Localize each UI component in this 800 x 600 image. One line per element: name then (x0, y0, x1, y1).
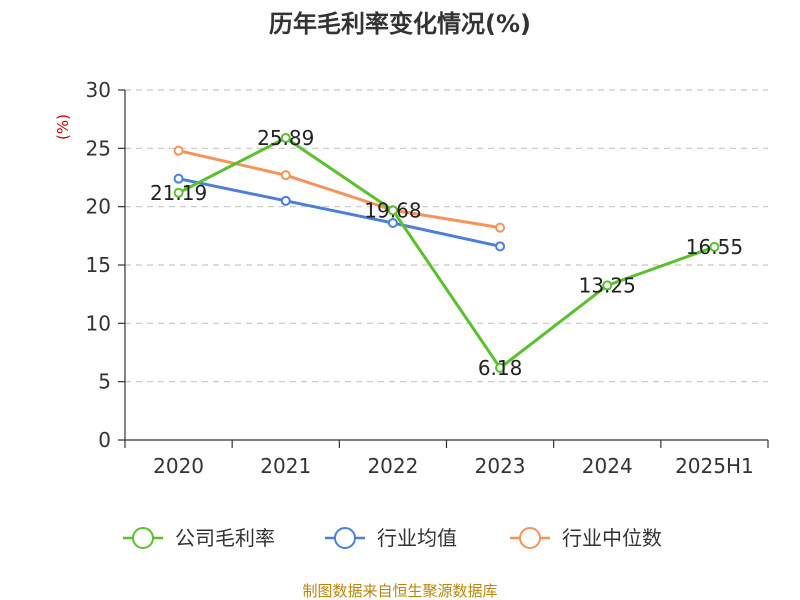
y-axis-unit: (%) (54, 114, 72, 140)
x-tick-label: 2020 (153, 454, 204, 478)
y-tick-label: 5 (98, 370, 111, 394)
x-tick-label: 2021 (260, 454, 311, 478)
data-point (387, 205, 398, 216)
data-label: 6.18 (478, 356, 523, 380)
chart-title: 历年毛利率变化情况(%) (269, 10, 531, 38)
data-label: 21.19 (150, 181, 207, 205)
data-point (387, 218, 398, 228)
data-point (602, 280, 613, 291)
grid-lines (125, 89, 768, 383)
data-label: 19.68 (364, 198, 421, 222)
y-tick-label: 20 (86, 195, 111, 219)
legend: 公司毛利率 行业均值 行业中位数 (123, 526, 662, 550)
legend-marker (519, 527, 541, 549)
data-point (495, 362, 506, 373)
y-tick-label: 10 (86, 311, 111, 335)
y-tick-label: 25 (86, 136, 111, 160)
data-point (495, 241, 506, 252)
data-point (709, 241, 720, 252)
legend-label: 行业均值 (377, 526, 457, 550)
source-note: 制图数据来自恒生聚源数据库 (302, 582, 497, 600)
legend-label: 公司毛利率 (175, 526, 275, 550)
data-point (280, 195, 291, 206)
legend-marker (334, 527, 356, 549)
data-point (280, 132, 291, 143)
x-tick-label: 2023 (475, 454, 526, 478)
x-axis-ticks: 2020 2021 2022 2023 2024 2025H1 (124, 440, 769, 478)
data-point (173, 187, 184, 198)
data-point (173, 145, 184, 156)
series-line (177, 136, 715, 370)
x-tick-label: 2022 (367, 454, 418, 478)
x-tick-label: 2024 (582, 454, 633, 478)
y-tick-label: 15 (86, 253, 111, 277)
y-axis-ticks: 0 5 10 15 20 25 30 (86, 78, 125, 452)
data-labels: 21.19 25.89 19.68 6.18 13.25 16.55 (150, 126, 743, 380)
data-label: 25.89 (257, 126, 314, 150)
data-point (495, 222, 506, 233)
y-tick-label: 30 (86, 78, 111, 102)
y-tick-label: 0 (98, 428, 111, 452)
legend-marker (132, 527, 154, 549)
data-point (173, 173, 184, 184)
legend-label: 行业中位数 (562, 526, 662, 550)
series-group (173, 132, 720, 373)
data-label: 16.55 (686, 235, 743, 259)
series-line (178, 149, 501, 230)
data-point (280, 170, 291, 181)
x-tick-label: 2025H1 (675, 454, 754, 478)
series-line (178, 177, 501, 248)
data-label: 13.25 (579, 273, 636, 297)
